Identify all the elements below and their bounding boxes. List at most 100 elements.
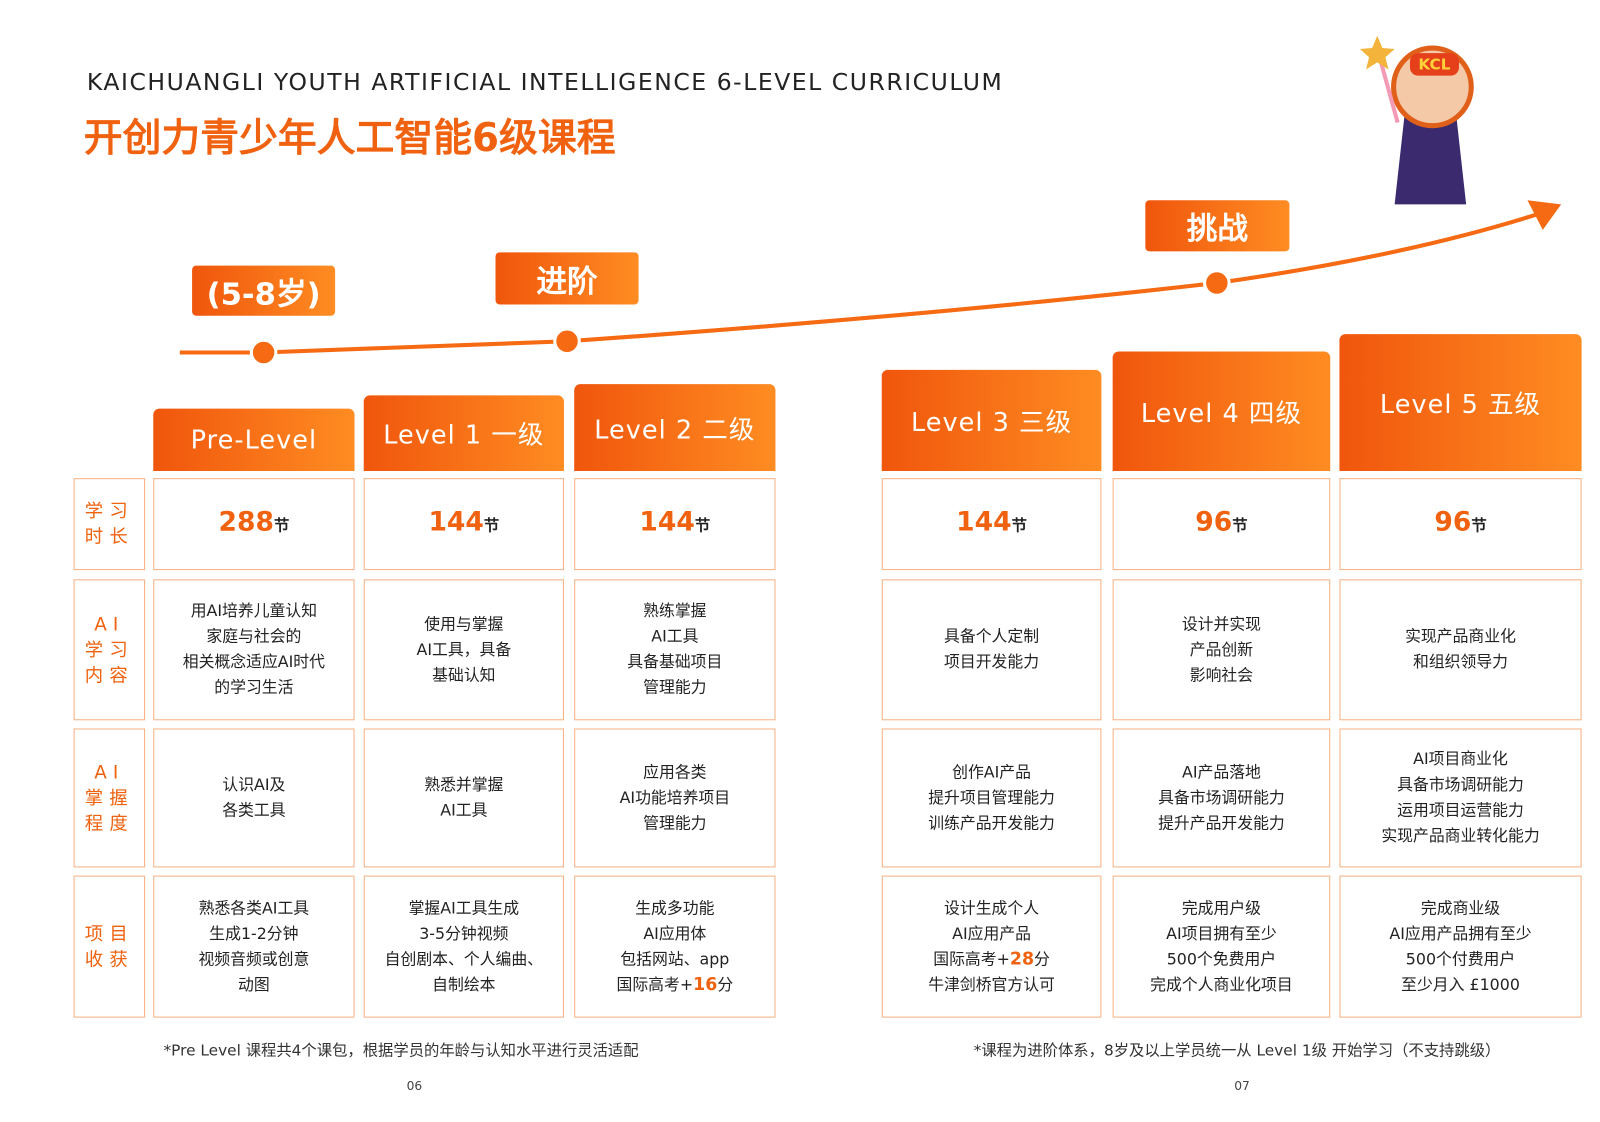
cell-line: AI项目拥有至少 [1166,924,1277,943]
hours-number: 144 [428,506,484,538]
page-number: 07 [1234,1078,1250,1094]
cell-line: 包括网站、app [620,949,730,969]
cell: 完成商业级 AI应用产品拥有至少 500个付费用户 至少月入 £1000 [1339,875,1582,1018]
cell-line: 熟悉各类AI工具 [198,898,310,917]
cell-line: 训练产品开发能力 [928,813,1055,833]
cell-line: 牛津剑桥官方认可 [928,975,1055,994]
hours-unit: 节 [1011,515,1027,535]
hours-number: 288 [218,506,274,538]
cell-line: 国际高考+28分 [933,947,1050,973]
cell-line: AI工具，具备 [416,640,512,659]
cell-line: 500个免费用户 [1166,949,1277,969]
hours-unit: 节 [273,515,290,535]
cell-line: 实现产品商业转化能力 [1381,826,1540,845]
hours-number: 96 [1434,506,1472,538]
hours-unit: 节 [483,515,500,535]
cell-line: 提升项目管理能力 [928,788,1055,807]
hours: 144节 [428,506,500,539]
mascot-label: KCL [1418,55,1450,73]
dot [1203,269,1231,297]
row-label-line: 学习 [84,639,134,661]
level-header: Level 4 四级 [1112,351,1331,472]
cell: 144节 [363,478,564,571]
cell-line: 完成个人商业化项目 [1150,975,1293,994]
cell-line: 产品创新 [1189,640,1254,659]
cell: 288节 [153,478,355,571]
cell-line: 相关概念适应AI时代 [182,652,325,672]
dot [249,338,278,367]
cell-line: 影响社会 [1189,665,1254,685]
hours-unit: 节 [1232,515,1248,535]
stage-badge: 进阶 [495,252,639,305]
cell: 应用各类 AI功能培养项目 管理能力 [574,728,776,868]
cell: 用AI培养儿童认知 家庭与社会的 相关概念适应AI时代 的学习生活 [153,579,355,721]
cell: 完成用户级 AI项目拥有至少 500个免费用户 完成个人商业化项目 [1112,875,1331,1018]
cell-line: 各类工具 [222,801,286,820]
hours-unit: 节 [694,515,711,535]
cell-line: AI应用体 [643,924,707,943]
hours: 96节 [1434,506,1487,539]
cell-line: 具备基础项目 [627,652,723,672]
row-label-line: 时长 [84,526,134,548]
row-label-line: AI [94,761,125,784]
hours-unit: 节 [1471,515,1487,535]
cell: 生成多功能 AI应用体 包括网站、app 国际高考+16分 [574,875,776,1018]
stage-badge: 挑战 [1145,200,1290,252]
cell-line: AI功能培养项目 [619,788,731,807]
cell-line: 管理能力 [643,813,707,833]
page-number: 06 [406,1078,423,1094]
stage-badge: (5-8岁) [192,265,336,316]
curve [179,210,1544,355]
cell-line: 创作AI产品 [952,762,1031,782]
cell-line: 熟悉并掌握 [424,775,504,794]
hours: 144节 [956,506,1027,539]
highlight: 28 [1009,948,1035,970]
cell: 熟悉并掌握 AI工具 [363,728,564,868]
cell: 熟悉各类AI工具 生成1-2分钟 视频音频或创意 动图 [153,875,355,1018]
cell-line: 实现产品商业化 [1405,627,1516,646]
cell: AI产品落地 具备市场调研能力 提升产品开发能力 [1112,728,1331,868]
row-label: AI 掌握 程度 [73,728,146,868]
hours: 288节 [218,506,290,539]
cell-line: 掌握AI工具生成 [408,898,520,917]
cell-line: 至少月入 £1000 [1401,975,1520,994]
cell-line: 3-5分钟视频 [419,924,509,943]
row-label-line: 收获 [84,948,134,971]
level-header: Level 5 五级 [1339,334,1582,472]
hours-number: 96 [1195,506,1233,538]
hours-number: 144 [956,506,1012,538]
cell-line: 提升产品开发能力 [1158,813,1285,833]
text: 国际高考+ [933,949,1010,969]
row-label-line: 程度 [84,812,134,835]
level-header: Level 1 一级 [363,395,564,472]
cell-line: 管理能力 [643,678,707,697]
cell: 实现产品商业化 和组织领导力 [1339,579,1582,721]
cell-line: 500个付费用户 [1405,949,1516,969]
title-cn: 开创力青少年人工智能6级课程 [83,115,616,161]
cell-line: AI应用产品拥有至少 [1389,924,1532,943]
cell: 设计生成个人 AI应用产品 国际高考+28分 牛津剑桥官方认可 [881,875,1102,1018]
row-label-line: 内容 [84,664,134,687]
level-header: Level 3 三级 [881,369,1102,472]
cell-line: 使用与掌握 [424,614,504,633]
hours: 144节 [639,509,711,539]
cell: 144节 [574,478,776,571]
text: 分 [1034,949,1050,969]
cell: 使用与掌握 AI工具，具备 基础认知 [363,579,564,721]
cell: 设计并实现产品创新影响社会 [1112,579,1331,721]
cell-line: 和组织领导力 [1412,652,1509,672]
progress-curve: KCL [179,35,1562,367]
cell-line: 具备市场调研能力 [1158,788,1285,807]
arrow-head [1527,200,1562,230]
cell-line: AI应用产品 [952,924,1031,943]
cell: 具备个人定制 项目开发能力 [881,579,1102,721]
cell-line: 设计并实现 [1181,614,1262,633]
row-label-line: 学习 [84,500,134,523]
cell-line: 应用各类 [643,762,707,782]
cell-line: 基础认知 [432,665,496,685]
highlight: 16 [693,974,718,995]
cell-line: 国际高考+16分 [617,972,734,998]
cell-line: 运用项目运营能力 [1397,801,1524,820]
